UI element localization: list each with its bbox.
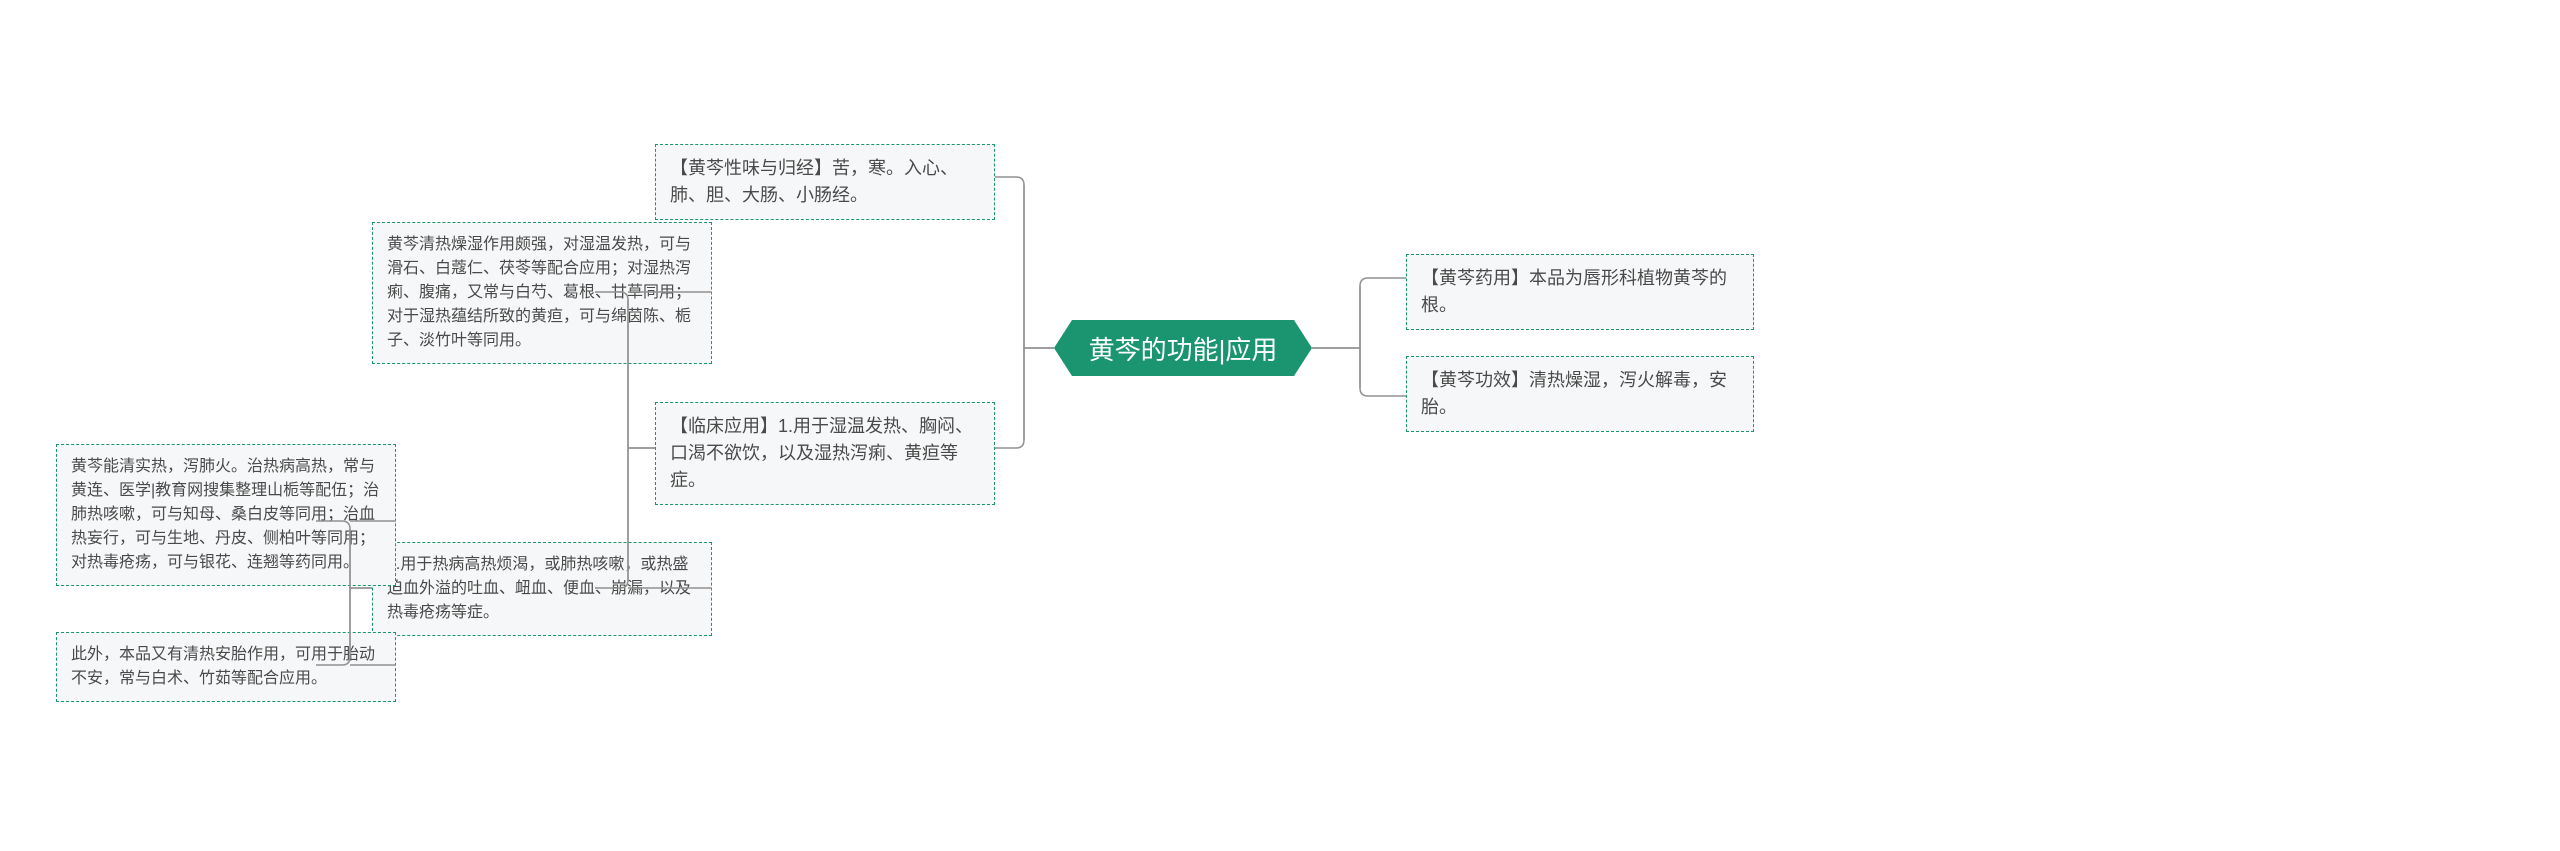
node-clinical[interactable]: 【临床应用】1.用于湿温发热、胸闷、口渴不欲饮，以及湿热泻痢、黄疸等症。 xyxy=(655,402,995,505)
node-clinical2-detail2[interactable]: 此外，本品又有清热安胎作用，可用于胎动不安，常与白术、竹茹等配合应用。 xyxy=(56,632,396,702)
node-clinical2[interactable]: 2.用于热病高热烦渴，或肺热咳嗽，或热盛迫血外溢的吐血、衄血、便血、崩漏，以及热… xyxy=(372,542,712,636)
node-nature[interactable]: 【黄芩性味与归经】苦，寒。入心、肺、胆、大肠、小肠经。 xyxy=(655,144,995,220)
connectors xyxy=(0,0,2560,851)
mindmap-root[interactable]: 黄芩的功能|应用 xyxy=(1054,320,1312,376)
node-medicinal[interactable]: 【黄芩药用】本品为唇形科植物黄芩的根。 xyxy=(1406,254,1754,330)
node-clinical-detail1[interactable]: 黄芩清热燥湿作用颇强，对湿温发热，可与滑石、白蔻仁、茯苓等配合应用；对湿热泻痢、… xyxy=(372,222,712,364)
node-efficacy[interactable]: 【黄芩功效】清热燥湿，泻火解毒，安胎。 xyxy=(1406,356,1754,432)
node-clinical2-detail1[interactable]: 黄芩能清实热，泻肺火。治热病高热，常与黄连、医学|教育网搜集整理山栀等配伍；治肺… xyxy=(56,444,396,586)
